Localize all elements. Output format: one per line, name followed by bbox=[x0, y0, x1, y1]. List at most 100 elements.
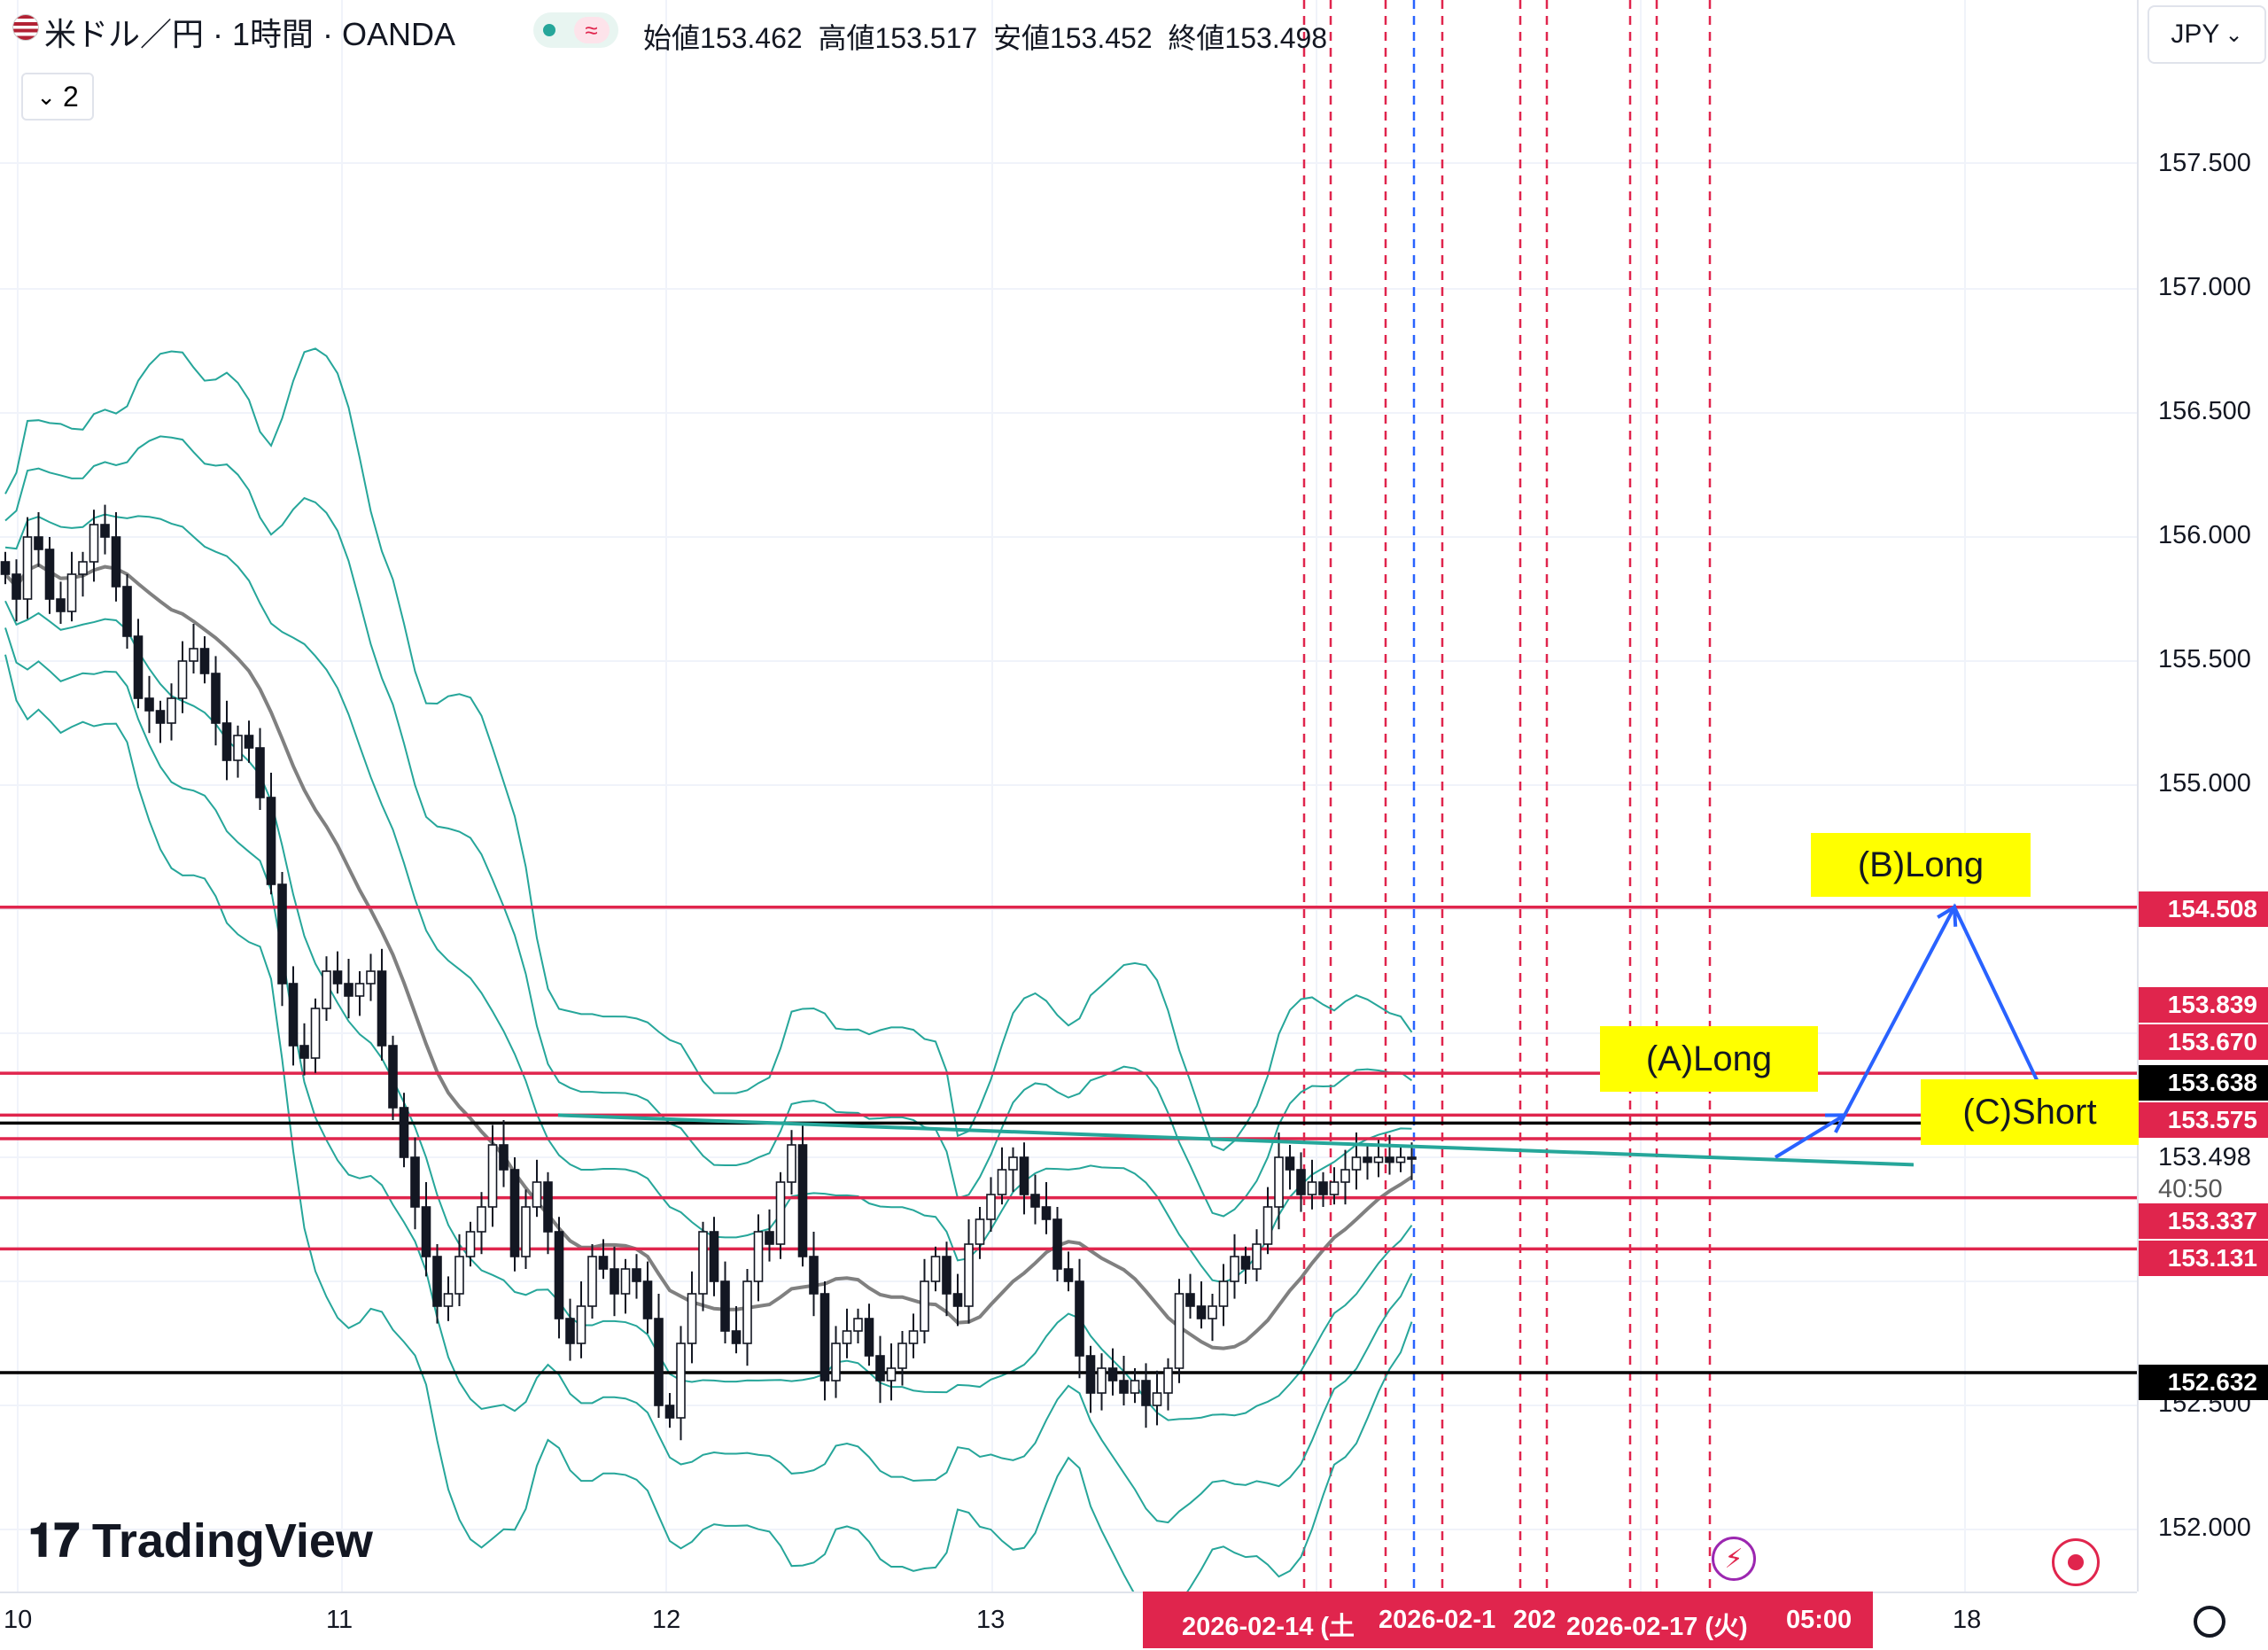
ohlc-readout: 始値153.462 高値153.517 安値153.452 終値153.498 bbox=[643, 16, 1327, 57]
candle-down bbox=[664, 1405, 675, 1419]
candle-up bbox=[189, 648, 198, 662]
candle-down bbox=[211, 673, 221, 724]
price-level-tag: 153.839 bbox=[2139, 987, 2268, 1023]
record-button-icon[interactable] bbox=[2052, 1538, 2100, 1586]
settings-gear-icon[interactable] bbox=[2194, 1606, 2225, 1638]
candle-up bbox=[167, 697, 176, 724]
candle-down bbox=[277, 883, 287, 985]
date-seg-3: 2026-02-17 (火) bbox=[1566, 1613, 1748, 1641]
candle-up bbox=[1097, 1367, 1107, 1394]
candle-down bbox=[1019, 1156, 1029, 1195]
candle-up bbox=[587, 1256, 597, 1307]
annotation-a-long[interactable]: (A)Long bbox=[1600, 1026, 1818, 1092]
bar-countdown: 40:50 bbox=[2158, 1175, 2223, 1203]
candle-up bbox=[1208, 1305, 1217, 1319]
candle-up bbox=[831, 1343, 841, 1381]
candle-up bbox=[1174, 1293, 1184, 1369]
currency-button[interactable]: JPY ⌄ bbox=[2148, 5, 2266, 64]
high-label: 高値 bbox=[818, 22, 875, 54]
candle-down bbox=[410, 1156, 420, 1208]
annotation-b-long[interactable]: (B)Long bbox=[1811, 833, 2031, 897]
tradingview-logo: 𝟏𝟕 TradingView bbox=[28, 1514, 373, 1568]
candle-down bbox=[1185, 1293, 1195, 1307]
price-tick-label: 156.500 bbox=[2158, 397, 2251, 425]
symbol-flag-icon bbox=[12, 14, 39, 41]
trend-line bbox=[557, 1113, 1915, 1167]
candle-up bbox=[787, 1144, 796, 1183]
symbol-title[interactable]: 米ドル／円 · 1時間 · OANDA bbox=[44, 16, 456, 52]
candle-down bbox=[1063, 1268, 1074, 1282]
horizontal-levels bbox=[0, 906, 2137, 1374]
price-level-tag: 153.131 bbox=[2139, 1241, 2268, 1276]
candle-up bbox=[177, 660, 188, 699]
candle-up bbox=[1130, 1380, 1140, 1394]
candle-up bbox=[89, 524, 99, 563]
candle-up bbox=[687, 1293, 697, 1344]
candle-down bbox=[221, 722, 232, 761]
time-label-18: 18 bbox=[1953, 1606, 1982, 1634]
candle-down bbox=[1052, 1218, 1062, 1270]
candle-up bbox=[233, 735, 243, 761]
candle-up bbox=[964, 1243, 974, 1307]
candle-down bbox=[942, 1256, 951, 1295]
record-dot-icon bbox=[2068, 1554, 2084, 1570]
market-status-badge[interactable]: ≈ bbox=[533, 12, 618, 48]
candle-up bbox=[1163, 1367, 1173, 1394]
price-level-tag: 153.670 bbox=[2139, 1024, 2268, 1060]
candle-up bbox=[975, 1218, 985, 1245]
date-seg-4: 05:00 bbox=[1786, 1606, 1852, 1634]
price-level-tag: 153.337 bbox=[2139, 1203, 2268, 1239]
candle-down bbox=[34, 536, 43, 550]
candle-up bbox=[78, 561, 88, 575]
candle-up bbox=[1152, 1392, 1162, 1406]
time-label-13: 13 bbox=[976, 1606, 1006, 1634]
candle-up bbox=[22, 536, 33, 600]
candle-up bbox=[477, 1206, 486, 1233]
candle-up bbox=[897, 1343, 907, 1369]
tradingview-logo-icon: 𝟏𝟕 bbox=[28, 1514, 80, 1567]
candle-up bbox=[930, 1256, 941, 1282]
candlesticks bbox=[0, 504, 1417, 1441]
low-value: 153.452 bbox=[1049, 22, 1153, 54]
price-axis[interactable] bbox=[2137, 0, 2268, 1592]
candle-up bbox=[775, 1181, 786, 1245]
candle-down bbox=[1075, 1280, 1084, 1357]
candle-down bbox=[255, 747, 265, 798]
candle-down bbox=[709, 1231, 719, 1282]
candle-down bbox=[44, 549, 55, 600]
candle-down bbox=[144, 697, 154, 712]
candle-down bbox=[421, 1206, 431, 1257]
candle-up bbox=[908, 1330, 919, 1344]
candle-down bbox=[565, 1318, 575, 1344]
candle-up bbox=[465, 1231, 476, 1257]
price-level-tag: 152.632 bbox=[2139, 1365, 2268, 1400]
price-level-tag: 154.508 bbox=[2139, 891, 2268, 927]
candle-up bbox=[322, 970, 331, 1009]
candle-up bbox=[454, 1256, 464, 1295]
candle-up bbox=[620, 1268, 631, 1295]
candle-up bbox=[742, 1280, 752, 1344]
price-tick-label: 157.500 bbox=[2158, 149, 2251, 177]
candle-down bbox=[632, 1268, 641, 1282]
chart-grid bbox=[0, 0, 2137, 1592]
lightning-alert-icon[interactable]: ⚡ bbox=[1712, 1537, 1756, 1581]
candle-down bbox=[1407, 1156, 1417, 1160]
price-tick-label: 155.500 bbox=[2158, 645, 2251, 673]
legend-toggle-button[interactable]: ⌄ 2 bbox=[21, 73, 94, 121]
candle-down bbox=[100, 524, 110, 538]
envelope-bands bbox=[4, 347, 1413, 1631]
candle-down bbox=[642, 1280, 653, 1319]
annotation-c-short[interactable]: (C)Short bbox=[1921, 1079, 2139, 1145]
candle-up bbox=[1252, 1243, 1262, 1270]
candle-up bbox=[487, 1144, 498, 1208]
candle-up bbox=[842, 1330, 852, 1344]
candle-down bbox=[1141, 1380, 1151, 1406]
candle-down bbox=[288, 983, 299, 1047]
high-value: 153.517 bbox=[874, 22, 978, 54]
candle-up bbox=[853, 1318, 863, 1332]
candle-down bbox=[266, 797, 276, 885]
arrow-head bbox=[1937, 904, 1958, 927]
candle-down bbox=[610, 1268, 619, 1295]
candle-down bbox=[56, 598, 66, 612]
